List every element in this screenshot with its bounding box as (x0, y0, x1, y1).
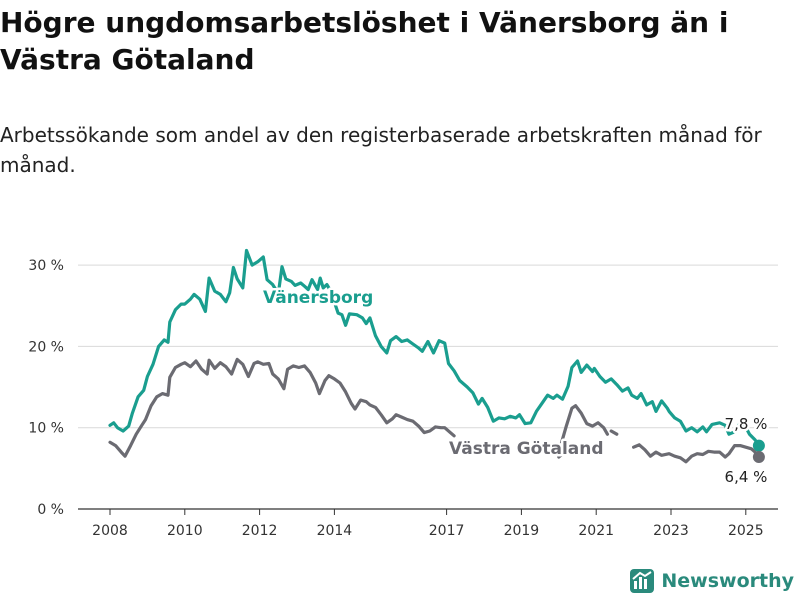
grid-lines (78, 264, 778, 429)
chart-title: Högre ungdomsarbetslöshet i Vänersborg ä… (0, 6, 729, 76)
x-tick-label: 2012 (242, 523, 278, 539)
axes: 0 % 10 % 20 % 30 % 2008 2010 2012 2014 2017 2019 2… (28, 258, 778, 539)
series-line-vastra-gotaland (108, 357, 456, 458)
series-label-vastra-gotaland-halo: Västra Götaland (449, 439, 604, 459)
series-line-vastra-gotaland (557, 452, 565, 459)
series-line-vastra-gotaland (632, 443, 761, 464)
end-value-label-vanersborg: 7,8 % (725, 415, 768, 433)
y-tick-label: 0 % (37, 502, 64, 518)
series-label-vastra-gotaland: Västra Götaland (449, 439, 604, 459)
series-line-vanersborg (108, 248, 761, 448)
series-line-vastra-gotaland (559, 404, 609, 448)
x-tick-label: 2025 (728, 523, 764, 539)
y-tick-label: 20 % (28, 339, 64, 355)
end-marker-vanersborg (752, 439, 765, 452)
x-tick-label: 2010 (167, 523, 203, 539)
series-line-vastra-gotaland (609, 429, 619, 436)
x-tick-label: 2008 (92, 523, 128, 539)
x-tick-label: 2023 (653, 523, 689, 539)
series-lines (108, 248, 765, 464)
end-value-label-vanersborg-halo: 7,8 % (725, 415, 768, 433)
series-label-vanersborg-halo: Vänersborg (263, 288, 373, 308)
end-value-label-vastra-gotaland: 6,4 % (725, 468, 768, 486)
x-tick-label: 2021 (578, 523, 614, 539)
y-tick-label: 10 % (28, 421, 64, 437)
brand[interactable]: Newsworthy (629, 568, 794, 594)
x-tick-label: 2014 (317, 523, 353, 539)
end-marker-vastra-gotaland (752, 450, 765, 463)
brand-name: Newsworthy (661, 570, 794, 592)
x-tick-label: 2017 (429, 523, 465, 539)
chart-subtitle: Arbetssökande som andel av den registerb… (0, 123, 762, 177)
series-label-vanersborg: Vänersborg (263, 288, 373, 308)
newsworthy-logo-icon (630, 569, 655, 593)
y-tick-label: 30 % (28, 258, 64, 274)
end-value-label-vastra-gotaland-halo: 6,4 % (725, 468, 768, 486)
x-tick-label: 2019 (504, 523, 540, 539)
